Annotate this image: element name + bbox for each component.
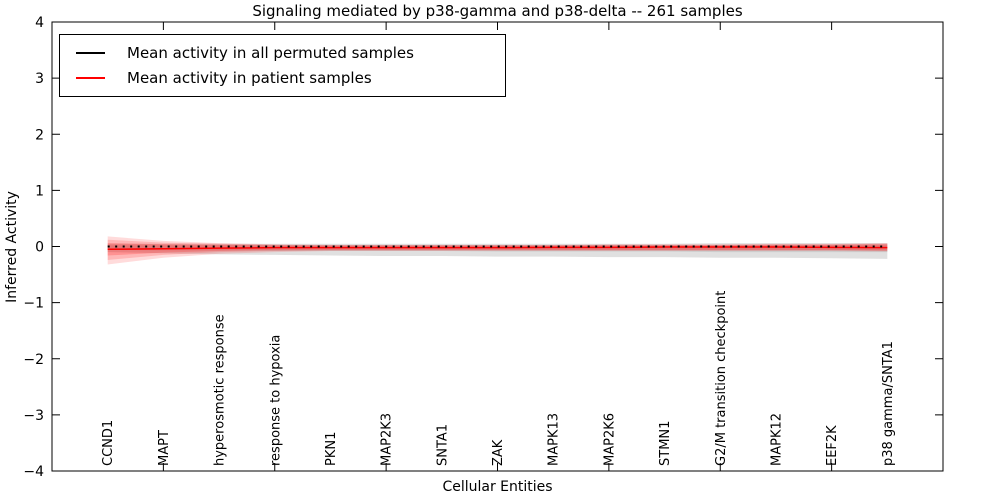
series-line-patient [107, 246, 888, 251]
legend-line-permuted-icon [76, 51, 105, 54]
patient-std-wide-band [107, 236, 888, 265]
legend-entry-patient: Mean activity in patient samples [76, 69, 505, 87]
y-tick-label: −3 [23, 408, 44, 424]
y-tick-label: −4 [23, 464, 44, 480]
legend-label-patient: Mean activity in patient samples [127, 69, 372, 88]
y-tick-label: 0 [35, 240, 44, 256]
x-category-label: EEF2K [825, 425, 840, 466]
x-category-label: MAP2K6 [602, 413, 617, 466]
legend-entry-permuted: Mean activity in all permuted samples [76, 44, 505, 62]
chart-title: Signaling mediated by p38-gamma and p38-… [252, 2, 743, 20]
x-category-label: G2/M transition checkpoint [714, 291, 729, 466]
x-category-label: MAPK13 [547, 413, 562, 466]
x-category-label: MAP2K3 [380, 413, 395, 466]
y-tick-label: 4 [35, 15, 44, 31]
x-category-label: ZAK [491, 439, 506, 466]
x-category-label: CCND1 [101, 420, 116, 466]
patient-std-narrow-band [107, 243, 888, 256]
x-category-label: p38 gamma/SNTA1 [881, 341, 896, 466]
y-tick-label: 2 [35, 127, 44, 143]
x-category-label: MAPK12 [769, 413, 784, 466]
legend: Mean activity in all permuted samples Me… [59, 34, 506, 97]
x-category-label: response to hypoxia [268, 335, 283, 466]
legend-line-patient-icon [76, 77, 105, 80]
y-tick-label: 3 [35, 71, 44, 87]
x-category-label: STMN1 [658, 421, 673, 466]
x-category-label: SNTA1 [435, 424, 450, 466]
x-axis-label: Cellular Entities [442, 479, 553, 495]
legend-label-permuted: Mean activity in all permuted samples [127, 43, 414, 62]
x-category-label: PKN1 [324, 432, 339, 466]
y-tick-label: −1 [23, 296, 44, 312]
patient-std-mid-band [107, 239, 888, 260]
x-category-label: hyperosmotic response [213, 314, 228, 466]
x-category-label: MAPT [157, 430, 172, 466]
y-tick-label: 1 [35, 183, 44, 199]
y-tick-label: −2 [23, 352, 44, 368]
